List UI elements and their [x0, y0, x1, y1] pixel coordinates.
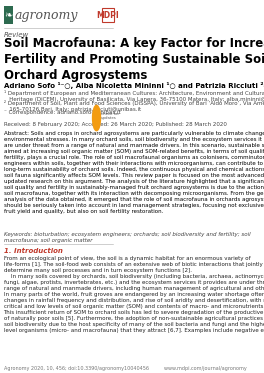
FancyBboxPatch shape [3, 6, 13, 24]
Text: Keywords: bioturbation; ecosystem engineers; orchards; soil biodiversity and fer: Keywords: bioturbation; ecosystem engine… [3, 232, 250, 243]
Text: Adriano Sofo ¹⁻⁠○, Alba Nicoletta Mininni ¹○ and Patrizia Ricciuti ²○: Adriano Sofo ¹⁻⁠○, Alba Nicoletta Mininn… [3, 82, 264, 89]
Circle shape [93, 105, 101, 131]
Text: Review: Review [3, 32, 29, 38]
Text: From an ecological point of view, the soil is a dynamic habitat for an enormous : From an ecological point of view, the so… [3, 256, 264, 333]
Text: Soil Macrofauna: A key Factor for Increasing Soil
Fertility and Promoting Sustai: Soil Macrofauna: A key Factor for Increa… [3, 37, 264, 82]
Text: Abstract: Soils and crops in orchard agrosystems are particularly vulnerable to : Abstract: Soils and crops in orchard agr… [3, 131, 264, 214]
Text: ⁻ Correspondence: adriano.sofo@unibas.it: ⁻ Correspondence: adriano.sofo@unibas.it [3, 110, 120, 115]
Text: MDPI: MDPI [97, 10, 119, 19]
Text: ² Department of Soil, Plant and Food Sciences (DiSSPA), University of Bari ‘Aldo: ² Department of Soil, Plant and Food Sci… [3, 100, 264, 112]
Text: 1. Introduction: 1. Introduction [3, 248, 62, 254]
Text: ¹ Department of European and Mediterranean Cultures: Architecture, Environment a: ¹ Department of European and Mediterrane… [3, 90, 264, 102]
FancyBboxPatch shape [102, 8, 114, 22]
Text: ❧: ❧ [4, 10, 12, 20]
Text: Received: 8 February 2020; Accepted: 26 March 2020; Published: 28 March 2020: Received: 8 February 2020; Accepted: 26 … [3, 122, 227, 127]
Text: check for
updates: check for updates [101, 112, 119, 120]
Text: ✓: ✓ [94, 115, 99, 120]
Text: agronomy: agronomy [15, 9, 79, 22]
Text: Agronomy 2020, 10, 456; doi:10.3390/agronomy10040456          www.mdpi.com/journ: Agronomy 2020, 10, 456; doi:10.3390/agro… [3, 366, 246, 371]
